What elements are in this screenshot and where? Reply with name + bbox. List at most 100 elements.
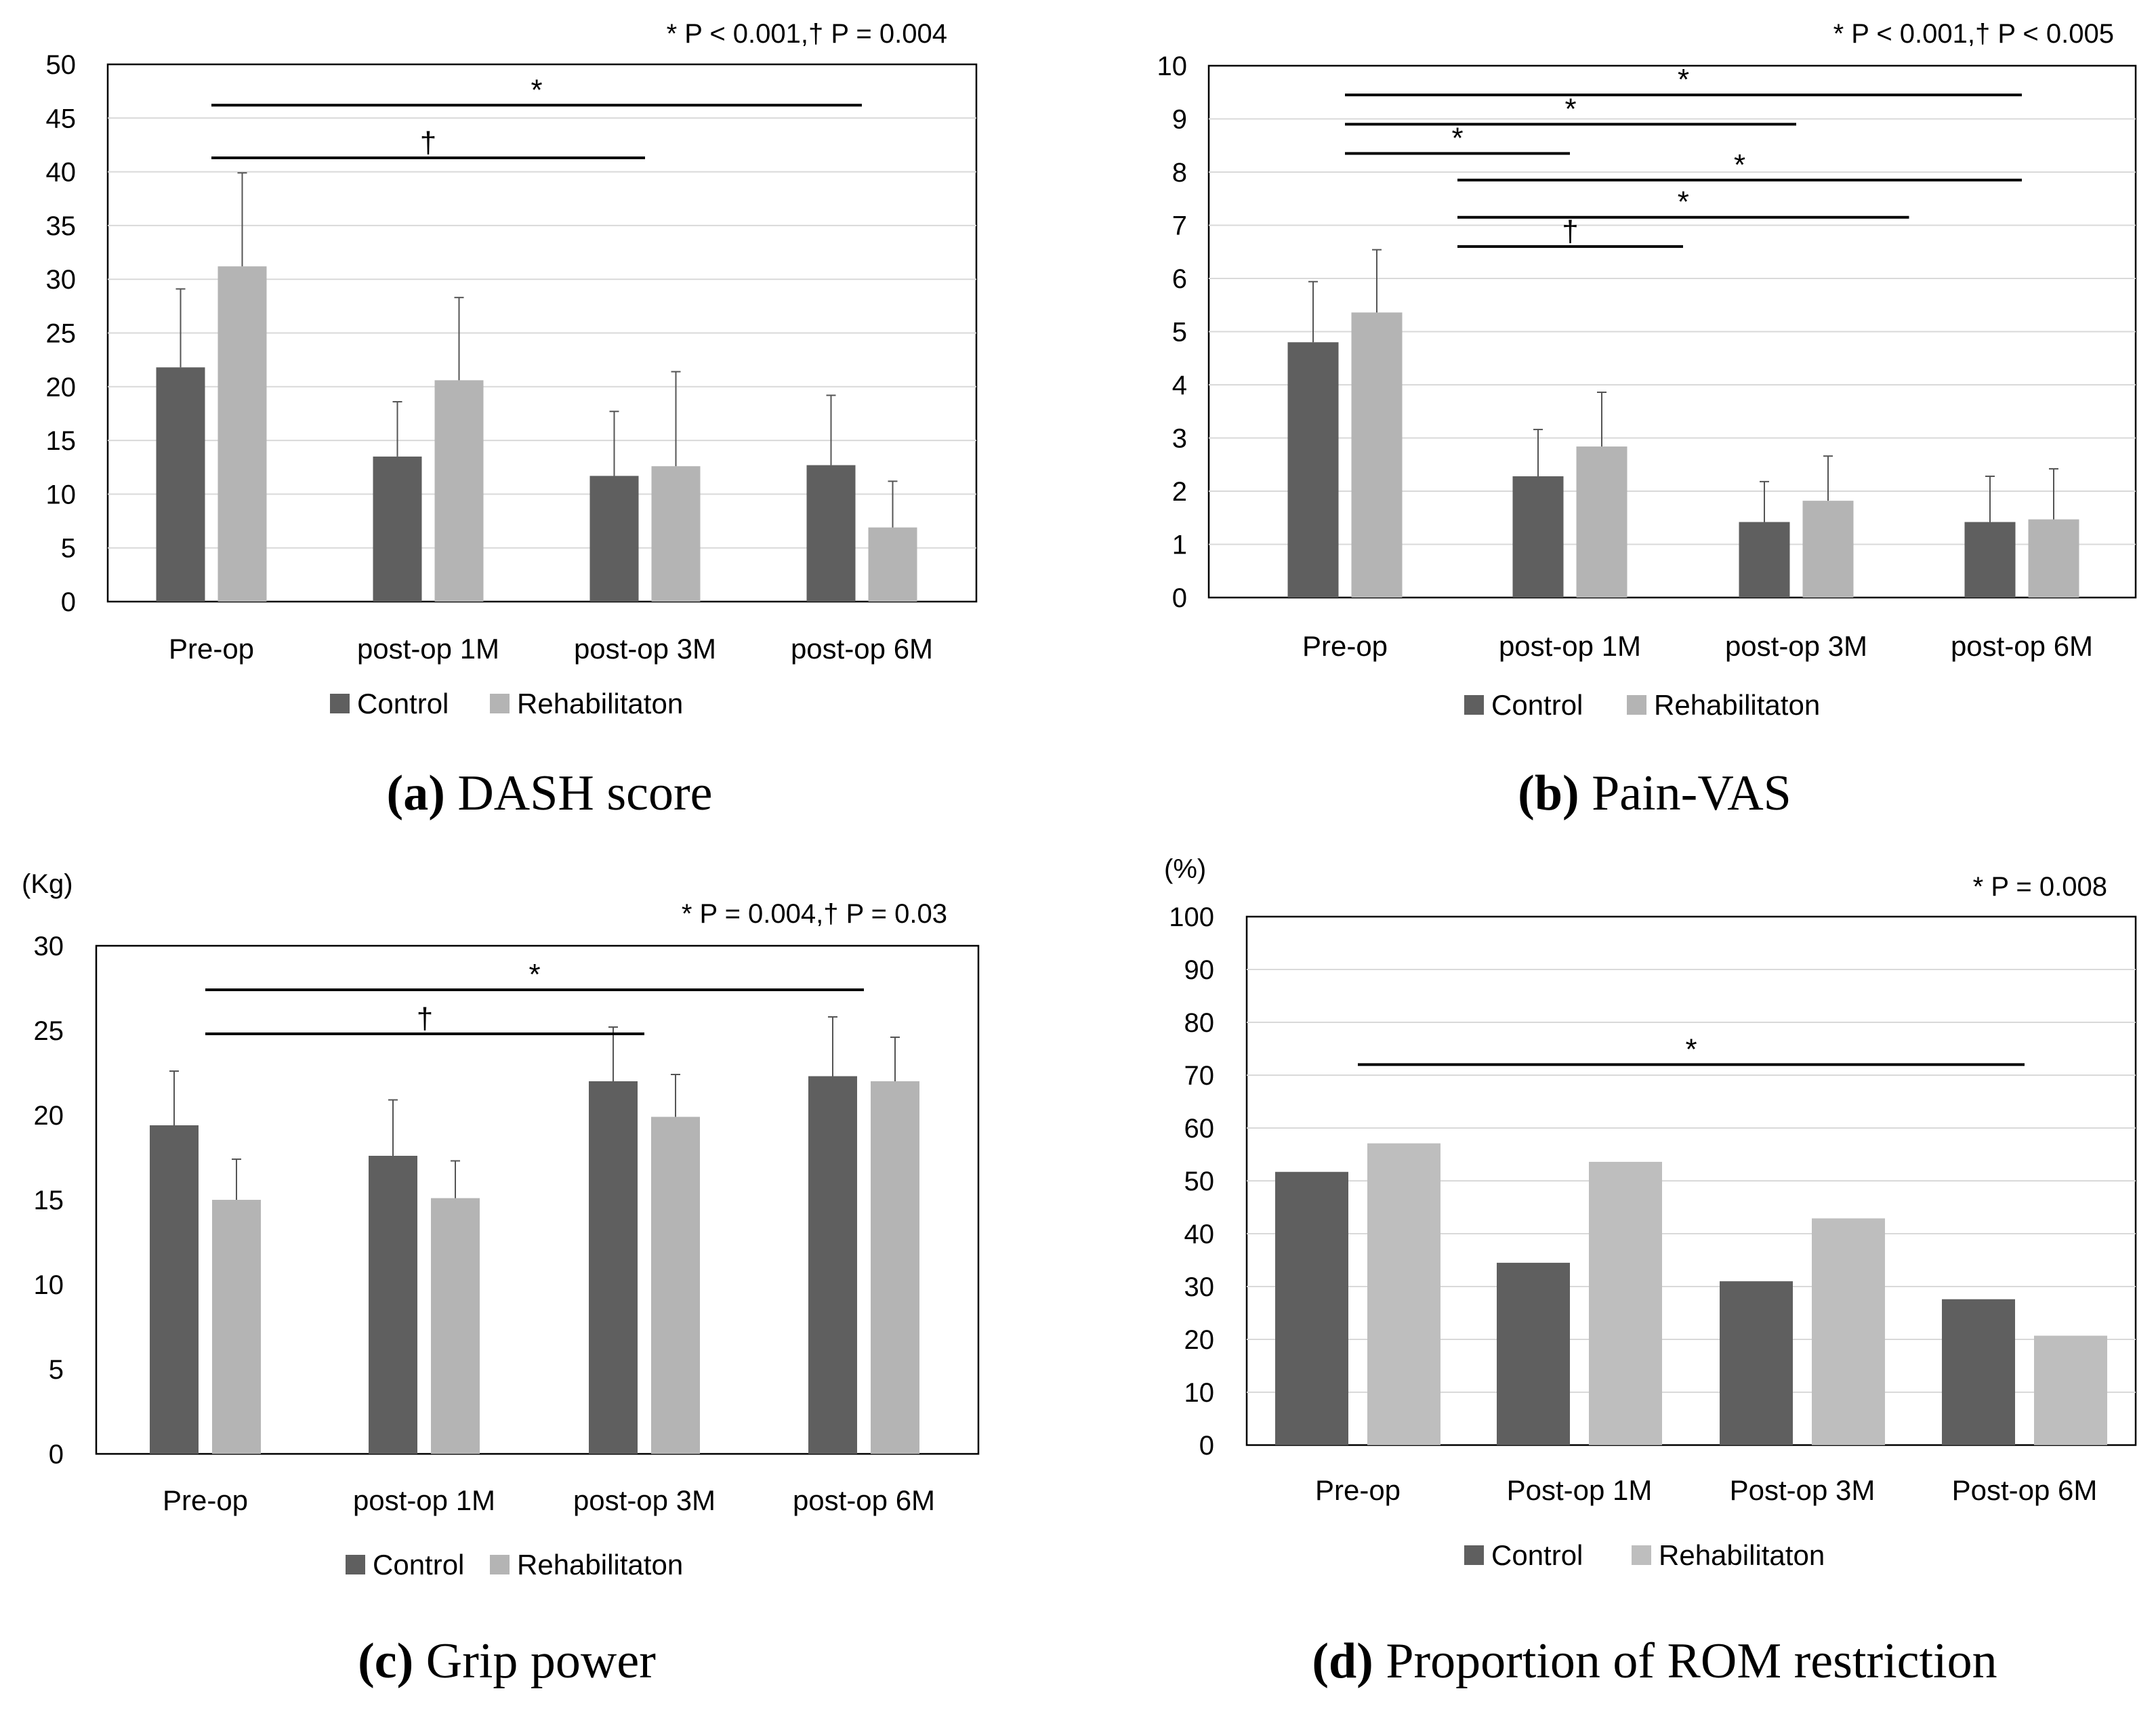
- panel-a-y-tick-label: 35: [46, 211, 77, 241]
- panel-b-y-tick-label: 5: [1172, 318, 1187, 348]
- panel-d-bar-control: [1497, 1262, 1570, 1445]
- panel-a-legend-label-control: Control: [357, 688, 449, 719]
- panel-a-bar-control: [156, 367, 205, 602]
- panel-b-significance-symbol: *: [1678, 186, 1689, 219]
- panel-c-bar-control: [589, 1081, 638, 1454]
- panel-b-y-tick-label: 6: [1172, 264, 1187, 294]
- panel-d-legend-swatch-control: [1464, 1545, 1484, 1565]
- panel-a-y-tick-label: 5: [61, 534, 76, 564]
- panel-d-legend-label-rehab: Rehabilitaton: [1659, 1539, 1825, 1571]
- panel-a-y-tick-label: 45: [46, 104, 77, 133]
- panel-d-caption: (d) Proportion of ROM restriction: [1312, 1633, 1997, 1689]
- panel-c-y-tick-label: 5: [49, 1355, 64, 1385]
- panel-c-y-tick-label: 15: [34, 1186, 64, 1215]
- panel-d-significance-symbol: *: [1685, 1032, 1697, 1066]
- panel-a-bar-rehab: [651, 466, 701, 602]
- panel-b-bar-control: [1964, 522, 2016, 598]
- panel-c-caption: (c) Grip power: [358, 1633, 656, 1689]
- panel-d: (%) * P = 0.008 0 10 20 30 40 50 60 70 80 90 100 Pr…: [1164, 854, 2137, 1689]
- panel-b-y-tick-label: 10: [1157, 51, 1188, 81]
- panel-b-y-tick-label: 7: [1172, 211, 1187, 241]
- panel-a-legend-label-rehab: Rehabilitaton: [517, 688, 683, 719]
- panel-a-y-tick-label: 50: [46, 50, 77, 80]
- panel-c-legend-label-control: Control: [373, 1549, 464, 1581]
- panel-d-y-tick-label: 100: [1169, 902, 1214, 932]
- panel-a-y-tick-label: 25: [46, 319, 77, 349]
- panel-c: (Kg) * P = 0.004,† P = 0.03 0 5 10 15 20 25 30…: [22, 869, 980, 1689]
- panel-d-y-tick-label: 10: [1184, 1378, 1215, 1408]
- panel-d-y-tick-label: 60: [1184, 1114, 1215, 1144]
- panel-a-significance-symbol: *: [531, 73, 542, 106]
- panel-d-bar-control: [1275, 1171, 1348, 1445]
- panel-b: * P < 0.001,† P < 0.005 0 1 2 3 4 5 6 7 8 9 10 Pre-…: [1157, 19, 2137, 821]
- panel-b-bar-rehab: [1351, 312, 1403, 598]
- panel-d-legend-label-control: Control: [1491, 1539, 1583, 1571]
- panel-a-bar-control: [373, 456, 422, 602]
- panel-a-legend-swatch-rehab: [490, 694, 510, 713]
- panel-a-pvalue-note: * P < 0.001,† P = 0.004: [667, 19, 947, 49]
- panel-d-y-tick-label: 30: [1184, 1272, 1215, 1302]
- panel-b-category-label: Pre-op: [1302, 630, 1388, 662]
- panel-b-bar-rehab: [1802, 501, 1854, 598]
- panel-b-significance-symbol: *: [1451, 122, 1463, 155]
- panel-c-significance-symbol: †: [417, 1002, 433, 1035]
- panel-c-legend-label-rehab: Rehabilitaton: [517, 1549, 683, 1581]
- panel-c-bar-rehab: [431, 1198, 480, 1454]
- panel-b-bar-control: [1512, 476, 1564, 598]
- panel-b-y-tick-label: 0: [1172, 583, 1187, 613]
- panel-b-bar-control: [1287, 342, 1339, 598]
- panel-a-bar-control: [589, 476, 639, 602]
- panel-c-category-label: Pre-op: [163, 1484, 248, 1516]
- panel-d-y-tick-label: 50: [1184, 1167, 1215, 1196]
- panel-c-y-tick-label: 30: [34, 932, 64, 961]
- panel-d-bar-rehab: [1367, 1143, 1440, 1445]
- panel-b-legend-label-rehab: Rehabilitaton: [1654, 689, 1820, 721]
- panel-a-y-tick-label: 0: [61, 587, 76, 617]
- panel-a-legend-swatch-control: [330, 694, 350, 713]
- panel-a-category-label: Pre-op: [169, 633, 254, 665]
- panel-d-bar-control: [1942, 1299, 2015, 1445]
- panel-b-legend-swatch-control: [1464, 695, 1484, 715]
- panel-c-y-tick-label: 0: [49, 1440, 64, 1469]
- panel-c-category-label: post-op 1M: [353, 1484, 495, 1516]
- panel-b-y-tick-label: 1: [1172, 530, 1187, 560]
- panel-b-y-tick-label: 8: [1172, 158, 1187, 188]
- panel-b-legend-label-control: Control: [1491, 689, 1583, 721]
- panel-a-category-label: post-op 1M: [357, 633, 499, 665]
- panel-c-y-tick-label: 25: [34, 1016, 64, 1046]
- panel-a: * P < 0.001,† P = 0.004 0 5 10 15 20 25 30 35 40…: [46, 19, 978, 821]
- panel-b-y-tick-label: 3: [1172, 424, 1187, 454]
- panel-c-legend-swatch-rehab: [490, 1555, 510, 1574]
- panel-d-category-label: Post-op 1M: [1507, 1474, 1653, 1506]
- panel-c-bar-rehab: [651, 1116, 700, 1454]
- panel-a-bar-control: [806, 465, 856, 602]
- panel-b-legend-swatch-rehab: [1627, 695, 1646, 715]
- panel-b-caption: (b) Pain-VAS: [1518, 766, 1791, 821]
- panel-b-significance-symbol: †: [1562, 215, 1578, 248]
- panel-d-unit-label: (%): [1164, 854, 1206, 884]
- panel-a-bar-rehab: [217, 266, 267, 602]
- panel-c-bar-control: [150, 1125, 199, 1454]
- panel-c-bar-rehab: [212, 1200, 261, 1454]
- panel-c-bar-control: [369, 1156, 417, 1454]
- panel-d-legend-swatch-rehab: [1632, 1545, 1651, 1565]
- panel-b-bar-rehab: [1576, 446, 1628, 598]
- panel-b-y-tick-label: 4: [1172, 371, 1187, 400]
- panel-b-y-tick-label: 9: [1172, 105, 1187, 135]
- panel-d-category-label: Pre-op: [1315, 1474, 1401, 1506]
- panel-d-pvalue-note: * P = 0.008: [1973, 872, 2107, 902]
- panel-d-y-tick-label: 90: [1184, 955, 1215, 985]
- panel-d-bar-rehab: [1812, 1218, 1885, 1445]
- panel-d-y-tick-label: 40: [1184, 1219, 1215, 1249]
- panel-b-significance-symbol: *: [1678, 63, 1689, 96]
- panel-a-significance-symbol: †: [420, 126, 436, 159]
- panel-d-y-tick-label: 20: [1184, 1325, 1215, 1355]
- panel-d-y-tick-label: 80: [1184, 1008, 1215, 1038]
- panel-c-unit-label: (Kg): [22, 869, 73, 899]
- panel-b-y-tick-label: 2: [1172, 477, 1187, 507]
- panel-a-y-tick-label: 30: [46, 265, 77, 295]
- panel-b-category-label: post-op 3M: [1725, 630, 1867, 662]
- panel-c-y-tick-label: 10: [34, 1270, 64, 1300]
- panel-a-y-tick-label: 40: [46, 158, 77, 188]
- panel-a-y-tick-label: 20: [46, 373, 77, 402]
